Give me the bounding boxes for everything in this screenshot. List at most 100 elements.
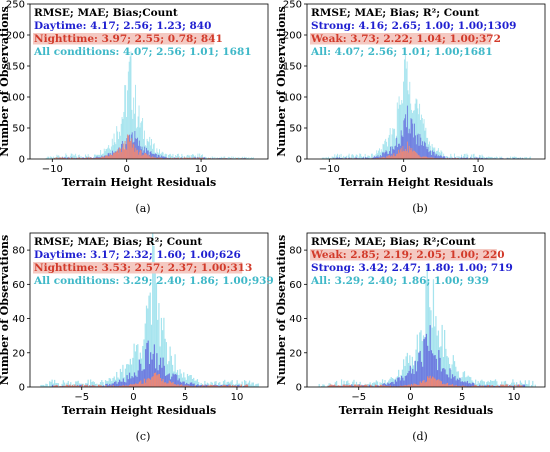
histogram-bar xyxy=(516,382,518,387)
histogram-bar xyxy=(234,157,236,159)
histogram-bar xyxy=(164,382,167,387)
histogram-bar xyxy=(94,154,96,159)
histogram-bar xyxy=(104,155,106,159)
histogram-bar xyxy=(247,382,249,387)
histogram-bar xyxy=(80,384,82,387)
y-tick-label: 0 xyxy=(296,383,302,394)
histogram-bar xyxy=(189,157,191,159)
histogram-bar xyxy=(193,377,195,387)
histogram-bar xyxy=(404,118,406,159)
histogram-bar xyxy=(209,157,211,159)
histogram-bar xyxy=(348,385,351,387)
histogram-bar xyxy=(428,152,430,159)
histogram-bar xyxy=(113,376,115,387)
histogram-bar xyxy=(403,59,405,159)
histogram-bar xyxy=(343,380,345,387)
histogram-bar xyxy=(426,265,428,387)
histogram-bar xyxy=(169,346,171,387)
histogram-bar xyxy=(148,378,151,387)
histogram-bar xyxy=(162,156,163,159)
histogram-bar xyxy=(56,382,58,387)
histogram-bar xyxy=(168,380,170,387)
histogram-bar xyxy=(217,382,220,387)
histogram-bar xyxy=(386,155,388,159)
histogram-bar xyxy=(154,272,156,387)
histogram-bar xyxy=(438,151,440,159)
histogram-bar xyxy=(176,154,178,159)
histogram-bar xyxy=(201,154,203,159)
histogram-bar xyxy=(439,156,440,159)
histogram-bar xyxy=(356,385,358,387)
histogram-bar xyxy=(97,384,100,387)
histogram-bar xyxy=(458,156,460,159)
histogram-bar xyxy=(434,155,436,159)
histogram-bar xyxy=(208,385,210,387)
histogram-bar xyxy=(405,114,407,159)
histogram-bar xyxy=(389,385,392,387)
histogram-bar xyxy=(158,373,160,387)
histogram-bar xyxy=(130,378,132,387)
histogram-bar xyxy=(428,144,429,159)
histogram-bar xyxy=(387,146,388,159)
histogram-bar xyxy=(408,145,410,159)
histogram-bar xyxy=(170,355,172,387)
histogram-bar xyxy=(150,157,152,159)
histogram-bar xyxy=(218,386,220,387)
histogram-bar xyxy=(135,147,137,159)
histogram-bar xyxy=(132,143,134,159)
histogram-bar xyxy=(493,380,495,387)
series-nighttime xyxy=(50,372,249,387)
histogram-bar xyxy=(224,379,226,387)
histogram-bar xyxy=(157,157,159,159)
histogram-bar xyxy=(61,158,63,159)
histogram-bar xyxy=(377,385,379,387)
histogram-bar xyxy=(205,157,207,159)
histogram-bar xyxy=(441,157,443,159)
histogram-bar xyxy=(394,156,396,159)
histogram-bar xyxy=(412,368,414,387)
histogram-bar xyxy=(135,345,138,387)
histogram-bar xyxy=(63,382,66,387)
histogram-bar xyxy=(496,385,498,387)
histogram-bar xyxy=(66,384,69,387)
histogram-bar xyxy=(177,380,179,387)
histogram-bar xyxy=(138,140,140,159)
histogram-bar xyxy=(185,156,187,159)
histogram-bar xyxy=(141,146,143,159)
histogram-bar xyxy=(161,157,163,159)
histogram-bar xyxy=(46,157,48,159)
histogram-bar xyxy=(210,385,213,387)
histogram-bar xyxy=(403,385,405,387)
histogram-bar xyxy=(120,381,122,387)
histogram-bar xyxy=(519,380,521,387)
histogram-bar xyxy=(422,380,424,387)
histogram-bar xyxy=(381,157,383,159)
histogram-bar xyxy=(419,156,421,159)
histogram-bar xyxy=(128,135,130,159)
histogram-bar xyxy=(423,141,425,159)
histogram-bar xyxy=(244,158,246,159)
histogram-bar xyxy=(490,385,492,387)
histogram-bar xyxy=(102,156,104,159)
histogram-bar xyxy=(171,382,173,387)
histogram-bar xyxy=(528,157,530,159)
histogram-bar xyxy=(436,379,439,387)
histogram-bar xyxy=(448,385,450,387)
histogram-bar xyxy=(121,147,123,159)
histogram-bar xyxy=(136,376,138,387)
histogram-bar xyxy=(203,385,205,387)
histogram-bar xyxy=(101,153,103,159)
histogram-bar xyxy=(409,133,411,159)
histogram-bar xyxy=(183,372,185,387)
histogram-bar xyxy=(482,381,484,387)
y-tick-label: 80 xyxy=(12,246,25,257)
histogram-bar xyxy=(130,51,132,159)
y-tick-label: 100 xyxy=(283,93,302,104)
histogram-bar xyxy=(93,157,95,159)
histogram-bar xyxy=(51,379,53,387)
histogram-bar xyxy=(103,156,105,159)
histogram-bar xyxy=(511,386,513,387)
histogram-bar xyxy=(410,118,412,159)
histogram-bar xyxy=(438,379,440,387)
x-tick-label: 0 xyxy=(124,164,130,175)
